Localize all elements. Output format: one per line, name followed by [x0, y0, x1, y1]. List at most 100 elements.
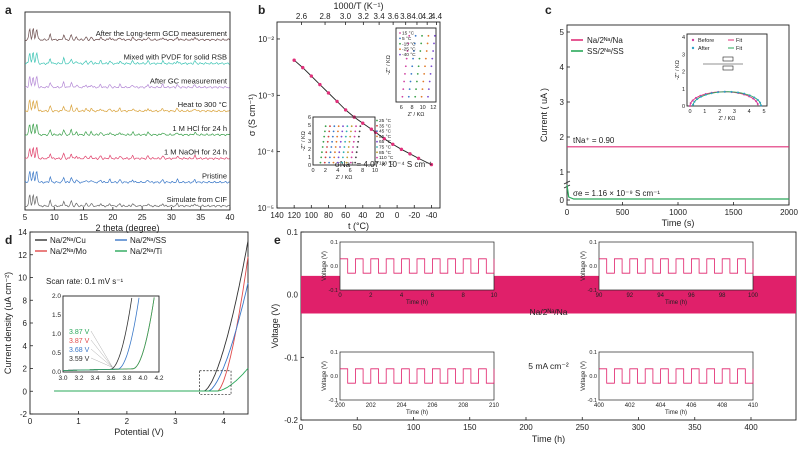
panel-b-inset-low-xtick: 8 — [410, 105, 413, 111]
panel-a-pattern — [24, 193, 230, 208]
panel-a-series-label: Mixed with PVDF for solid RSB — [124, 53, 227, 62]
panel-b-inset-high-legend-marker — [376, 140, 378, 143]
panel-b-xtick-label: 100 — [305, 211, 319, 220]
panel-b-inset-low-point — [433, 34, 436, 37]
panel-b-inset-low-point — [428, 80, 431, 83]
panel-d-lsv-curve — [54, 367, 249, 392]
panel-e-xtick-label: 250 — [576, 423, 590, 432]
panel-e-inset-ylabel: Voltage (V) — [581, 361, 587, 391]
panel-b-inset-low-point — [414, 95, 417, 98]
panel-b-data-point — [369, 127, 374, 131]
panel-c-inset-ylabel: -Z'' / KΩ — [675, 60, 681, 80]
panel-b-inset-high-point — [341, 161, 344, 164]
panel-b-inset-low-xtick: 6 — [400, 105, 403, 111]
panel-b-data-point — [309, 74, 314, 78]
panel-c-inset-point — [756, 102, 759, 105]
panel-b-inset-high-point — [357, 140, 360, 143]
panel-d-ylabel: Current density (uA cm⁻²) — [3, 272, 13, 374]
panel-b-inset-low-point — [410, 72, 413, 75]
panel-b-inset-high-point — [325, 151, 328, 154]
panel-b-inset-low-ylabel: -Z'' / KΩ — [386, 55, 392, 75]
panel-b-inset-high-point — [320, 156, 323, 159]
panel-b-inset-high-point — [334, 146, 337, 148]
panel-b-xtick-label: 80 — [324, 211, 333, 220]
panel-b-inset-high-legend: 65 °C — [379, 139, 392, 145]
panel-e-inset-xtick: 4 — [400, 293, 404, 299]
panel-b-inset-high-xtick: 2 — [324, 168, 327, 174]
panel-c-xtick-label: 1000 — [669, 208, 687, 217]
panel-b-inset-high-point — [321, 151, 323, 154]
panel-b-inset-low-point — [421, 34, 423, 37]
panel-e-ytick-label: -0.1 — [284, 353, 298, 362]
panel-b-inset-low-point — [408, 88, 411, 91]
panel-c-inset-ytick: 3 — [682, 52, 685, 58]
panel-b-inset-low-point — [414, 34, 417, 37]
panel-a-pattern — [24, 75, 230, 89]
panel-b-inset-low-frame — [395, 27, 437, 103]
panel-a-xtick-label: 25 — [138, 213, 147, 222]
panel-b-inset-high-point — [339, 140, 342, 143]
panel-c-ytick-label: 0 — [560, 196, 565, 205]
panel-b-top-tick-label: 4.2 — [422, 12, 434, 21]
panel-b-inset-high-point — [354, 130, 357, 133]
panel-b-inset-high-point — [327, 135, 330, 138]
panel-d-inset-ytick: 1.0 — [52, 331, 61, 338]
panel-b-inset-low-point — [418, 57, 421, 60]
panel-label-c: c — [545, 3, 552, 17]
panel-b-inset-high-point — [346, 125, 349, 128]
panel-a-series-label: 1 M HCl for 24 h — [172, 124, 227, 133]
panel-b-inset-high-point — [332, 130, 335, 133]
panel-b-annotation: σNa⁺ = 4.07 × 10⁻⁴ S cm⁻¹ — [335, 160, 432, 169]
panel-b-inset-high-point — [336, 161, 339, 164]
panel-b-inset-low-point — [413, 50, 415, 52]
panel-b-inset-high-legend-marker — [376, 156, 378, 159]
panel-d-ytick-label: 12 — [18, 251, 27, 260]
panel-b-inset-low-point — [425, 50, 428, 52]
panel-e-inset-xtick: 204 — [397, 403, 408, 409]
panel-d-legend-label: Na/2ᴺᵃ/Ti — [130, 247, 162, 256]
panel-b-inset-high-point — [350, 125, 353, 128]
panel-b-inset-high-point — [329, 151, 332, 154]
panel-b-inset-high-point — [323, 161, 326, 164]
panel-d-legend-label: Na/2ᴺᵃ/Cu — [50, 236, 86, 245]
panel-c-inset-frame — [686, 33, 768, 107]
panel-c-xtick-label: 2000 — [780, 208, 798, 217]
panel-c-inset-ytick: 4 — [682, 35, 685, 41]
panel-b-top-tick-label: 4.0 — [411, 12, 423, 21]
panel-b-data-point — [416, 156, 421, 161]
panel-d-inset-ytick: 2.0 — [52, 293, 61, 300]
panel-b-ytick-label: 10⁻⁴ — [257, 148, 274, 157]
panel-b-inset-high-point — [355, 125, 357, 128]
panel-e-inset-xtick: 10 — [491, 293, 498, 299]
panel-c-inset-point — [696, 98, 699, 101]
panel-d-inset-xtick: 3.6 — [106, 375, 115, 382]
panel-b-inset-high-point — [324, 130, 326, 133]
panel-d-onset-pointer — [90, 348, 113, 368]
panel-e-inset-ytick: -0.1 — [588, 288, 597, 294]
panel-b-inset-high-point — [319, 161, 322, 164]
panel-b-top-tick-label: 3.4 — [374, 12, 386, 21]
panel-d-inset-xtick: 4.2 — [154, 375, 163, 382]
panel-c-xtick-label: 500 — [616, 208, 630, 217]
panel-a-pattern — [24, 27, 230, 42]
panel-b-data-point — [361, 121, 365, 125]
panel-d-onset-label: 3.87 V — [69, 329, 90, 336]
panel-b-inset-high-point — [342, 125, 344, 128]
panel-b-inset-high-ytick: 3 — [308, 139, 311, 145]
panel-c-inset-legend-label: Fit — [736, 38, 743, 44]
panel-b-ytick-label: 10⁻⁵ — [258, 204, 274, 213]
panel-b-inset-high-legend-marker — [376, 162, 378, 164]
panel-d-legend-label: Na/2ᴺᵃ/SS — [130, 236, 166, 245]
panel-c-inset-point — [693, 100, 696, 103]
panel-c-legend-label: Na/2ᴺᵃ/Na — [587, 36, 623, 45]
panel-b-inset-high-point — [349, 161, 352, 164]
panel-b-inset-low-legend: 15 °C — [402, 31, 415, 37]
panel-c-inset-circuit-resistor — [722, 56, 734, 62]
panel-e-inset-ytick: -0.1 — [329, 288, 338, 294]
panel-a-pattern — [24, 99, 230, 113]
panel-b-inset-low-point — [433, 42, 435, 45]
panel-e-inset-xtick: 8 — [462, 293, 466, 299]
panel-a-xtick-label: 20 — [108, 213, 117, 222]
panel-e-ytick-label: -0.2 — [284, 416, 298, 425]
